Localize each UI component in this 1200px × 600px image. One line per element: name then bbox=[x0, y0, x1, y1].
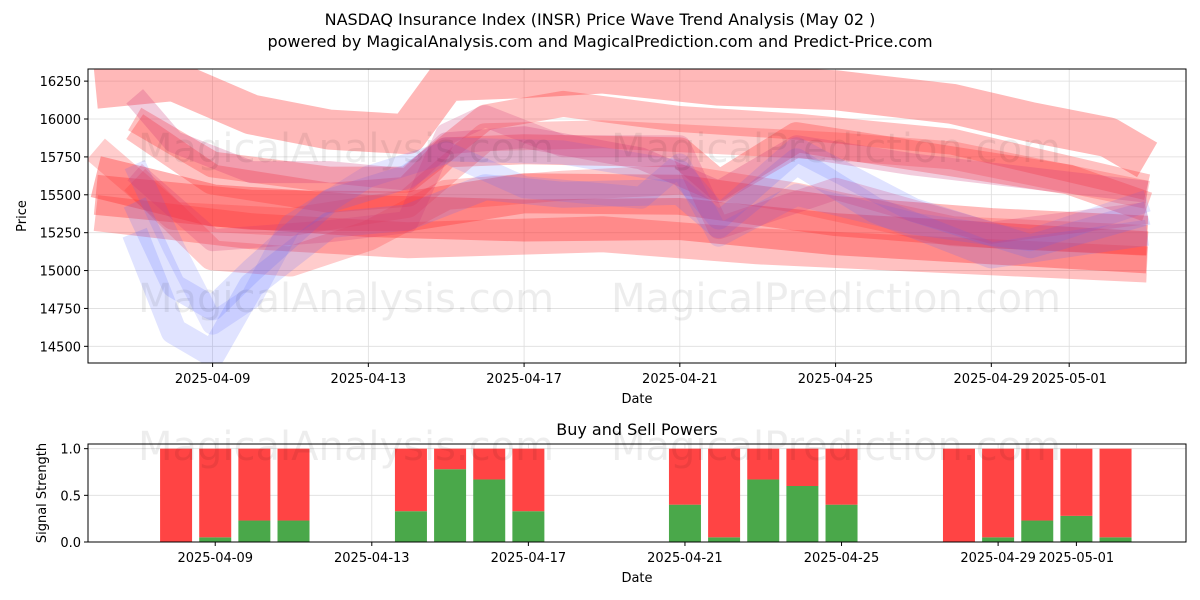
sell-bar bbox=[160, 448, 193, 542]
buy-bar bbox=[747, 479, 780, 542]
y-tick-label: 15250 bbox=[40, 227, 81, 242]
sell-bar bbox=[982, 448, 1015, 538]
sell-bar bbox=[199, 448, 232, 538]
buy-bar bbox=[199, 537, 232, 542]
sell-bar bbox=[825, 448, 858, 505]
buy-bar bbox=[512, 511, 545, 542]
buy-bar bbox=[473, 479, 506, 542]
sell-bar bbox=[512, 448, 545, 512]
buy-bar bbox=[1021, 520, 1054, 542]
x-tick-label: 2025-04-25 bbox=[798, 372, 874, 387]
x-tick-label: 2025-04-29 bbox=[960, 551, 1036, 566]
buy-bar bbox=[825, 504, 858, 542]
price-grid bbox=[88, 69, 1186, 363]
sell-bar bbox=[434, 448, 467, 470]
wave-band-purple bbox=[127, 105, 1149, 252]
wave-band-blue bbox=[122, 148, 1149, 363]
price-x-axis-label: Date bbox=[621, 392, 652, 407]
x-tick-label: 2025-04-29 bbox=[954, 372, 1030, 387]
chart-title: NASDAQ Insurance Index (INSR) Price Wave… bbox=[324, 10, 876, 29]
wave-band-blue bbox=[124, 141, 1151, 335]
x-tick-label: 2025-05-01 bbox=[1039, 551, 1115, 566]
watermark-text: MagicalPrediction.com bbox=[611, 276, 1061, 322]
buy-bar bbox=[394, 511, 427, 542]
y-tick-label: 1.0 bbox=[60, 443, 81, 458]
x-tick-label: 2025-04-21 bbox=[647, 551, 723, 566]
buy-bar bbox=[786, 486, 819, 542]
y-tick-label: 14500 bbox=[40, 340, 81, 355]
buy-sell-x-axis-label: Date bbox=[621, 571, 652, 586]
price-wave-bands bbox=[88, 69, 1158, 363]
sell-bar bbox=[1099, 448, 1132, 538]
buy-sell-watermarks: MagicalAnalysis.com MagicalPrediction.co… bbox=[138, 424, 1061, 470]
sell-bar bbox=[1021, 448, 1054, 521]
price-axes-ticks: 2025-04-09 2025-04-13 2025-04-17 2025-04-21… bbox=[40, 75, 1107, 387]
price-watermarks: MagicalAnalysis.com MagicalPrediction.co… bbox=[138, 126, 1061, 322]
chart-subtitle: powered by MagicalAnalysis.com and Magic… bbox=[267, 32, 933, 51]
x-tick-label: 2025-04-21 bbox=[642, 372, 718, 387]
wave-band-red bbox=[128, 90, 1151, 200]
buy-bar bbox=[982, 537, 1015, 542]
wave-band-red bbox=[93, 69, 1158, 178]
buy-sell-plot-frame bbox=[87, 443, 1187, 543]
x-tick-label: 2025-04-17 bbox=[491, 551, 567, 566]
sell-bar bbox=[942, 448, 975, 542]
wave-band-red bbox=[90, 156, 1149, 274]
wave-band-red bbox=[93, 195, 1148, 283]
buy-bar bbox=[434, 469, 467, 542]
buy-bar bbox=[708, 537, 741, 542]
x-tick-label: 2025-04-17 bbox=[486, 372, 562, 387]
watermark-text: MagicalAnalysis.com bbox=[138, 276, 554, 322]
price-plot-frame bbox=[87, 68, 1187, 364]
wave-band-red bbox=[93, 173, 1149, 256]
buy-sell-axes-ticks: 2025-04-09 2025-04-13 2025-04-17 2025-04-21… bbox=[60, 443, 1114, 566]
x-tick-label: 2025-04-09 bbox=[177, 551, 253, 566]
buy-bar bbox=[1099, 537, 1132, 542]
x-tick-label: 2025-05-01 bbox=[1031, 372, 1107, 387]
sell-bar bbox=[747, 448, 780, 480]
sell-bar bbox=[786, 448, 819, 486]
sell-bar bbox=[394, 448, 427, 512]
x-tick-label: 2025-04-25 bbox=[804, 551, 880, 566]
watermark-text: MagicalPrediction.com bbox=[611, 126, 1061, 172]
wave-band-red bbox=[126, 114, 1153, 222]
watermark-text: MagicalAnalysis.com bbox=[138, 424, 554, 470]
buy-sell-y-axis-label: Signal Strength bbox=[35, 443, 50, 543]
buy-bar bbox=[277, 520, 310, 542]
sell-bar bbox=[668, 448, 701, 505]
wave-band-purple bbox=[126, 89, 1149, 203]
wave-band-blue bbox=[123, 137, 1151, 321]
y-tick-label: 0.0 bbox=[60, 536, 81, 551]
wave-band-red bbox=[124, 164, 1148, 277]
x-tick-label: 2025-04-09 bbox=[175, 372, 251, 387]
sell-bar bbox=[708, 448, 741, 538]
sell-bar bbox=[1060, 448, 1093, 516]
y-tick-label: 15500 bbox=[40, 189, 81, 204]
y-tick-label: 14750 bbox=[40, 302, 81, 317]
buy-sell-bars bbox=[160, 448, 1132, 542]
buy-sell-title: Buy and Sell Powers bbox=[556, 420, 718, 439]
sell-bar bbox=[238, 448, 271, 521]
sell-bar bbox=[473, 448, 506, 480]
sell-bar bbox=[277, 448, 310, 521]
price-plot-area bbox=[88, 69, 1186, 363]
wave-band-red bbox=[88, 120, 1150, 237]
watermark-text: MagicalAnalysis.com bbox=[138, 126, 554, 172]
y-tick-label: 16250 bbox=[40, 75, 81, 90]
x-tick-label: 2025-04-13 bbox=[331, 372, 407, 387]
buy-bar bbox=[668, 504, 701, 542]
y-tick-label: 15000 bbox=[40, 265, 81, 280]
y-tick-label: 15750 bbox=[40, 151, 81, 166]
y-tick-label: 0.5 bbox=[60, 489, 81, 504]
buy-bar bbox=[1060, 515, 1093, 542]
y-tick-label: 16000 bbox=[40, 113, 81, 128]
x-tick-label: 2025-04-13 bbox=[334, 551, 410, 566]
price-y-axis-label: Price bbox=[15, 200, 30, 232]
watermark-text: MagicalPrediction.com bbox=[611, 424, 1061, 470]
buy-bar bbox=[238, 520, 271, 542]
